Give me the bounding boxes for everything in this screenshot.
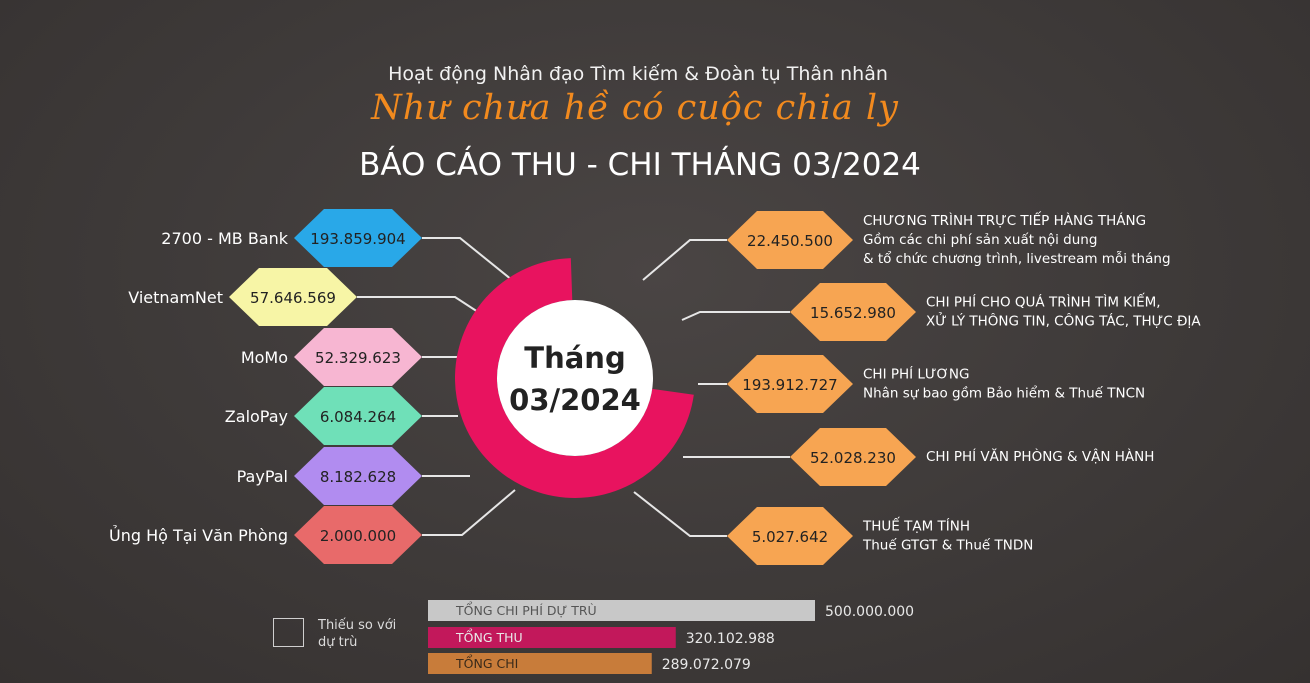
expense-description: Nhân sự bao gồm Bảo hiểm & Thuế TNCN (863, 385, 1145, 402)
income-hexagon (294, 387, 422, 445)
income-hexagon (229, 268, 357, 326)
expense-description: THUẾ TẠM TÍNH (862, 516, 970, 535)
expense-hexagon (790, 428, 916, 486)
expense-connector (681, 311, 790, 321)
expense-item: 52.028.230 CHI PHÍ VĂN PHÒNG & VẬN HÀNH (790, 428, 1154, 486)
expense-description: CHI PHÍ LƯƠNG (863, 366, 969, 383)
income-item: 2.000.000 Ủng Hộ Tại Văn Phòng (109, 506, 422, 564)
income-value: 6.084.264 (320, 408, 396, 426)
expense-connector (633, 491, 727, 537)
total-bar-row: TỔNG CHI 289.072.079 (428, 653, 751, 674)
total-bar (428, 627, 676, 648)
expense-item: 5.027.642 THUẾ TẠM TÍNH Thuế GTGT & Thuế T… (727, 507, 1033, 565)
income-hexagon (294, 447, 422, 505)
income-item: 52.329.623 MoMo (241, 328, 422, 386)
total-bar-value: 289.072.079 (662, 657, 751, 673)
income-hexagon (294, 506, 422, 564)
total-bar-value: 320.102.988 (686, 631, 775, 647)
income-sources: 193.859.904 2700 - MB Bank 57.646.569 Vietn… (109, 209, 422, 564)
report-title: BÁO CÁO THU - CHI THÁNG 03/2024 (359, 147, 921, 183)
expense-description: CHƯƠNG TRÌNH TRỰC TIẾP HÀNG THÁNG (863, 210, 1146, 229)
income-label: MoMo (241, 348, 288, 367)
expense-description: Thuế GTGT & Thuế TNDN (862, 537, 1033, 554)
income-hexagon (294, 328, 422, 386)
income-value: 193.859.904 (310, 230, 405, 248)
expense-value: 5.027.642 (752, 528, 828, 546)
expense-hexagon (727, 507, 853, 565)
income-hexagon (294, 209, 422, 267)
expense-hexagon (727, 355, 853, 413)
income-value: 2.000.000 (320, 527, 396, 545)
total-bar-label: TỔNG THU (455, 629, 523, 645)
income-connector (422, 489, 516, 536)
center-ring: Tháng 03/2024 (455, 258, 694, 498)
expense-description: Gồm các chi phí sản xuất nội dung (863, 231, 1097, 248)
income-item: 193.859.904 2700 - MB Bank (161, 209, 422, 267)
subtitle: Hoạt động Nhân đạo Tìm kiếm & Đoàn tụ Th… (388, 63, 888, 85)
connector-lines (357, 237, 790, 537)
income-label: 2700 - MB Bank (161, 229, 288, 248)
legend-swatch (273, 618, 304, 647)
expense-items: 22.450.500 CHƯƠNG TRÌNH TRỰC TIẾP HÀNG TH… (727, 210, 1201, 565)
totals-bars: TỔNG CHI PHÍ DỰ TRÙ 500.000.000 TỔNG THU 32… (428, 600, 914, 674)
expense-item: 22.450.500 CHƯƠNG TRÌNH TRỰC TIẾP HÀNG TH… (727, 210, 1171, 269)
income-value: 57.646.569 (250, 289, 336, 307)
expense-description: & tổ chức chương trình, livestream mỗi t… (863, 250, 1171, 267)
income-label: PayPal (237, 467, 288, 486)
income-value: 8.182.628 (320, 468, 396, 486)
income-label: VietnamNet (128, 288, 223, 307)
expense-item: 15.652.980 CHI PHÍ CHO QUÁ TRÌNH TÌM KIẾM… (790, 283, 1201, 341)
income-label: ZaloPay (225, 407, 288, 426)
expense-item: 193.912.727 CHI PHÍ LƯƠNG Nhân sự bao gồm … (727, 355, 1145, 413)
expense-description: CHI PHÍ CHO QUÁ TRÌNH TÌM KIẾM, (926, 292, 1161, 311)
legend-label: Thiếu so với dự trù (318, 618, 397, 650)
total-bar (428, 653, 652, 674)
income-value: 52.329.623 (315, 349, 401, 367)
center-month-label: Tháng (524, 341, 625, 375)
total-bar-row: TỔNG THU 320.102.988 (428, 627, 775, 648)
expense-value: 52.028.230 (810, 449, 896, 467)
total-bar (428, 600, 815, 621)
income-item: 8.182.628 PayPal (237, 447, 422, 505)
expense-hexagon (790, 283, 916, 341)
total-bar-row: TỔNG CHI PHÍ DỰ TRÙ 500.000.000 (428, 600, 914, 621)
total-bar-label: TỔNG CHI (455, 655, 518, 671)
income-item: 6.084.264 ZaloPay (225, 387, 422, 445)
expense-value: 15.652.980 (810, 304, 896, 322)
center-circle (497, 300, 653, 456)
total-bar-value: 500.000.000 (825, 604, 914, 620)
income-connector (422, 237, 513, 281)
income-label: Ủng Hộ Tại Văn Phòng (109, 525, 288, 545)
income-item: 57.646.569 VietnamNet (128, 268, 357, 326)
income-connector (357, 296, 479, 313)
total-bar-label: TỔNG CHI PHÍ DỰ TRÙ (455, 602, 597, 618)
slogan: Như chưa hề có cuộc chia ly (371, 88, 899, 128)
expense-value: 22.450.500 (747, 232, 833, 250)
expense-connector (642, 239, 727, 281)
expense-description: XỬ LÝ THÔNG TIN, CÔNG TÁC, THỰC ĐỊA (926, 312, 1201, 330)
expense-value: 193.912.727 (742, 376, 837, 394)
center-period-label: 03/2024 (509, 383, 641, 417)
expense-description: CHI PHÍ VĂN PHÒNG & VẬN HÀNH (926, 447, 1154, 465)
expense-hexagon (727, 211, 853, 269)
ring-arc (455, 258, 694, 498)
